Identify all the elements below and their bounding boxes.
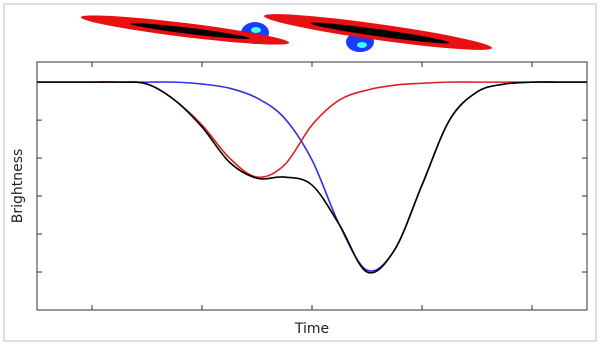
y-axis-label: Brightness xyxy=(10,149,26,224)
star-spot xyxy=(357,42,367,48)
star-spot xyxy=(251,27,261,33)
disk-core xyxy=(130,23,250,39)
x-axis-label: Time xyxy=(294,321,329,337)
frame xyxy=(3,3,597,342)
curve xyxy=(37,81,587,274)
illustration xyxy=(80,14,492,52)
disk-core xyxy=(310,22,450,44)
